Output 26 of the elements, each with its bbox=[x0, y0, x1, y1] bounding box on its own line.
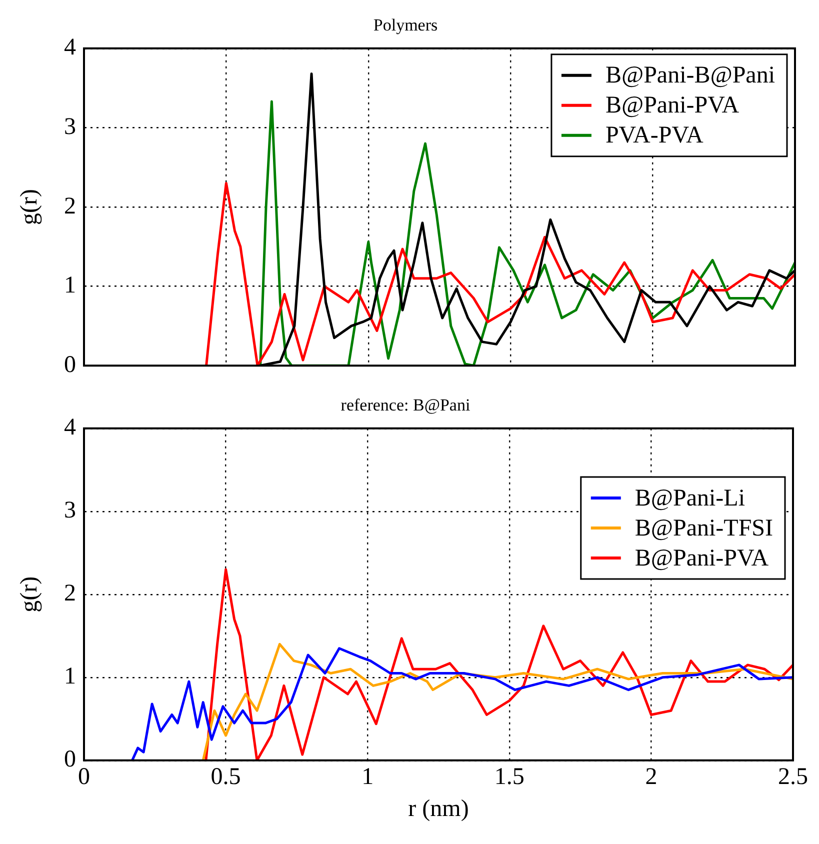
y-tick-label: 2 bbox=[64, 193, 76, 220]
legend-label: B@Pani-TFSI bbox=[634, 515, 774, 542]
x-axis-title: r (nm) bbox=[408, 796, 469, 822]
y-tick-label: 0 bbox=[64, 352, 76, 378]
x-tick-label: 2 bbox=[645, 764, 658, 790]
x-tick-label: 1.5 bbox=[494, 764, 524, 790]
y-tick-label: 3 bbox=[64, 498, 76, 524]
y-tick-label: 0 bbox=[64, 746, 76, 773]
y-tick-label: 2 bbox=[64, 580, 76, 607]
y-tick-label: 4 bbox=[64, 34, 76, 61]
chart-title: reference: B@Pani bbox=[340, 396, 470, 415]
x-tick-label: 2.5 bbox=[778, 764, 808, 790]
legend-label: B@Pani-Li bbox=[634, 485, 746, 512]
x-tick-label: 1 bbox=[362, 764, 374, 790]
legend-label: B@Pani-PVA bbox=[605, 92, 740, 119]
y-axis-title: g(r) bbox=[16, 189, 43, 225]
legend-label: PVA-PVA bbox=[605, 122, 704, 149]
legend-label: B@Pani-PVA bbox=[634, 545, 770, 572]
chart-title: Polymers bbox=[373, 16, 438, 35]
x-tick-label: 0.5 bbox=[210, 764, 241, 790]
y-tick-label: 3 bbox=[64, 114, 76, 140]
y-tick-label: 1 bbox=[64, 272, 76, 299]
y-tick-label: 1 bbox=[64, 664, 76, 690]
y-tick-label: 4 bbox=[64, 414, 76, 441]
legend-label: B@Pani-B@Pani bbox=[605, 62, 776, 89]
y-axis-title: g(r) bbox=[16, 576, 43, 612]
